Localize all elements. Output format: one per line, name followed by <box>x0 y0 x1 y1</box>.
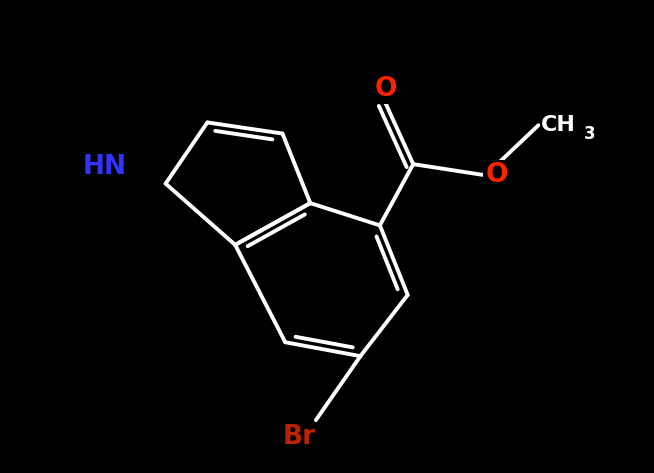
Text: Br: Br <box>283 424 316 450</box>
Text: O: O <box>485 162 508 188</box>
Text: CH: CH <box>542 115 576 135</box>
Text: 3: 3 <box>584 124 596 142</box>
Text: HN: HN <box>82 154 126 180</box>
Text: O: O <box>374 76 397 102</box>
